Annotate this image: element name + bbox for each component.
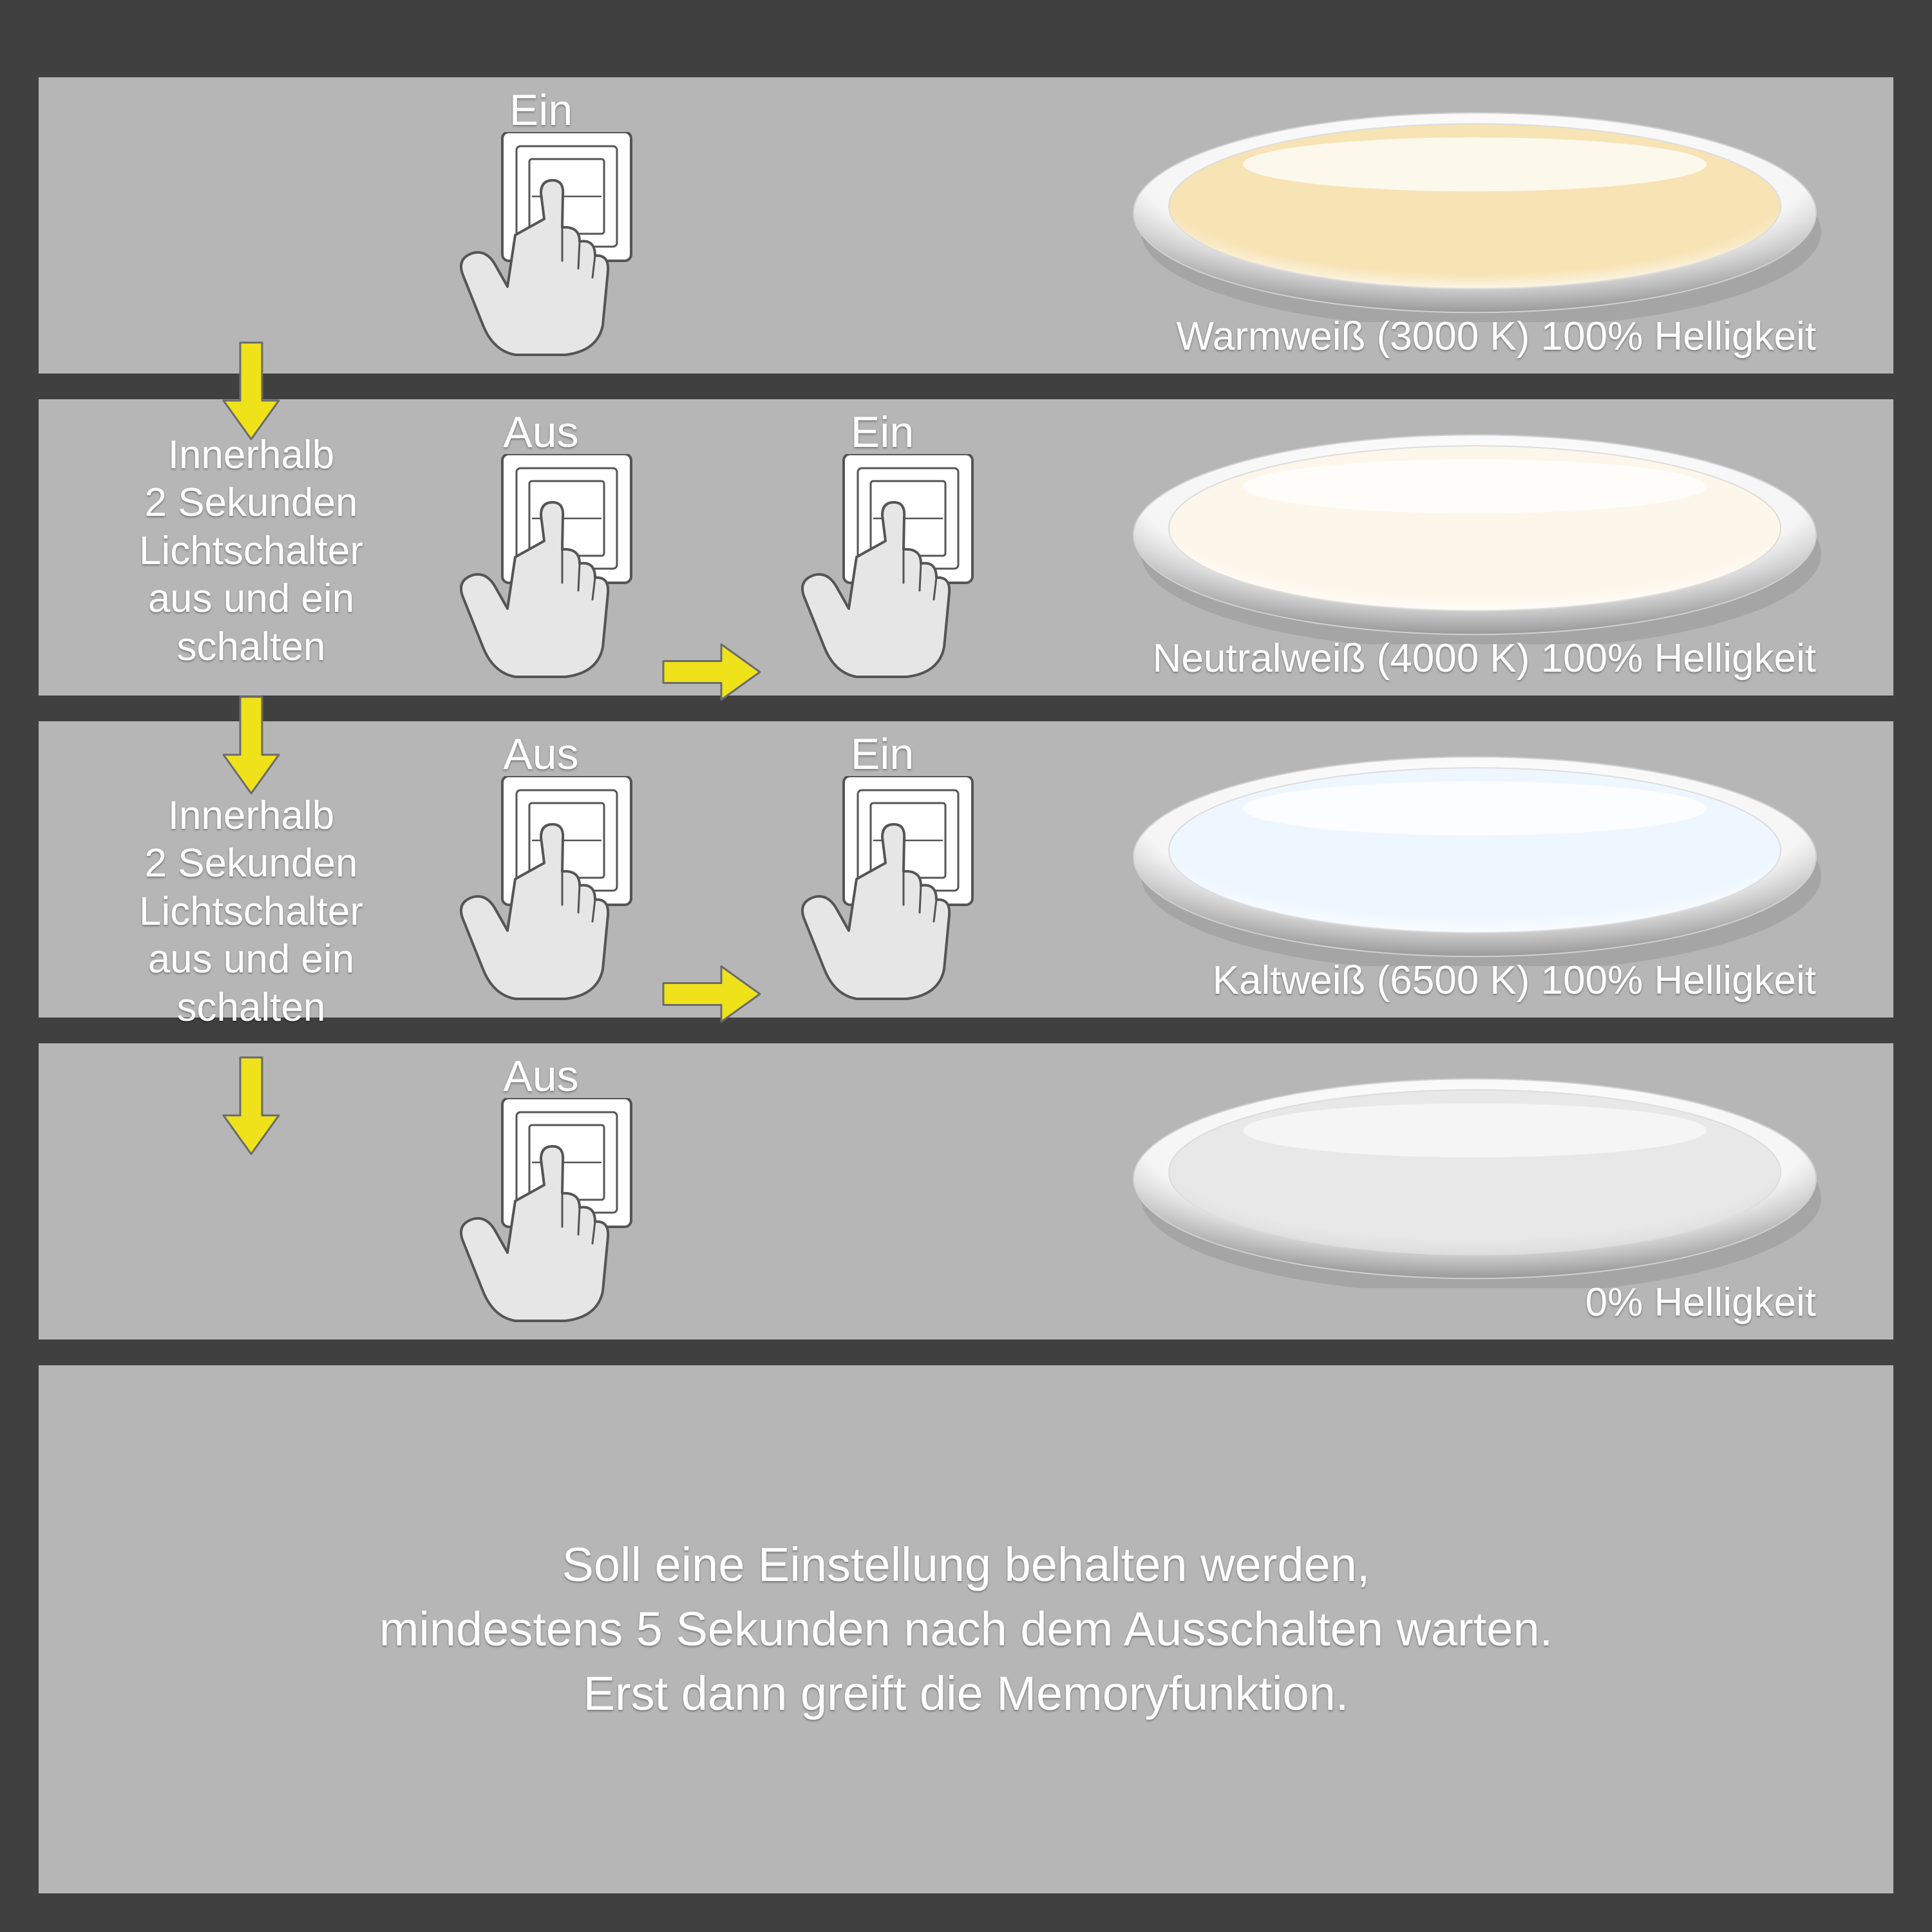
hand-pressing-switch-icon [786, 776, 979, 1008]
lamp-warm [1121, 103, 1829, 325]
switch-ein: Ein [766, 721, 998, 1018]
hand-pressing-switch-icon [444, 776, 638, 1008]
ceiling-lamp-icon [1121, 103, 1829, 322]
row-caption: Kaltweiß (6500 K) 100% Helligkeit [1213, 958, 1816, 1003]
row-caption: 0% Helligkeit [1586, 1280, 1816, 1325]
lamp-neutral [1121, 425, 1829, 647]
switch-state-label: Ein [766, 407, 998, 457]
ceiling-lamp-icon [1121, 1069, 1829, 1288]
arrow-down-icon [216, 336, 287, 446]
lamp-off [1121, 1069, 1829, 1291]
hand-pressing-switch-icon [444, 132, 638, 364]
side-instruction-text: Innerhalb2 SekundenLichtschalteraus und … [77, 792, 425, 1032]
switch-state-label: Ein [425, 85, 657, 135]
arrow-right-icon [657, 958, 766, 1029]
ceiling-lamp-icon [1121, 425, 1829, 644]
arrow-down-icon [216, 1051, 287, 1160]
memory-instruction-text: Soll eine Einstellung behalten werden,mi… [341, 1533, 1591, 1726]
switch-aus: Aus [425, 399, 657, 696]
switch-state-label: Ein [766, 729, 998, 779]
switch-aus: Aus [425, 1043, 657, 1340]
hand-pressing-switch-icon [444, 454, 638, 686]
hand-pressing-switch-icon [786, 454, 979, 686]
switch-state-label: Aus [425, 729, 657, 779]
step-arrow-down [216, 690, 287, 803]
side-instruction-text: Innerhalb2 SekundenLichtschalteraus und … [77, 431, 425, 671]
lamp-cool [1121, 747, 1829, 969]
sequence-arrow-right [657, 636, 766, 710]
row-caption: Neutralweiß (4000 K) 100% Helligkeit [1153, 636, 1816, 681]
arrow-right-icon [657, 636, 766, 707]
ceiling-lamp-icon [1121, 747, 1829, 966]
row-caption: Warmweiß (3000 K) 100% Helligkeit [1177, 314, 1816, 359]
switch-state-label: Aus [425, 407, 657, 457]
switch-ein: Ein [425, 77, 657, 374]
arrow-down-icon [216, 690, 287, 800]
sequence-arrow-right [657, 958, 766, 1032]
step-arrow-down [216, 1051, 287, 1164]
memory-instruction-panel: Soll eine Einstellung behalten werden,mi… [39, 1365, 1893, 1893]
switch-aus: Aus [425, 721, 657, 1018]
switch-ein: Ein [766, 399, 998, 696]
switch-state-label: Aus [425, 1051, 657, 1101]
hand-pressing-switch-icon [444, 1098, 638, 1330]
